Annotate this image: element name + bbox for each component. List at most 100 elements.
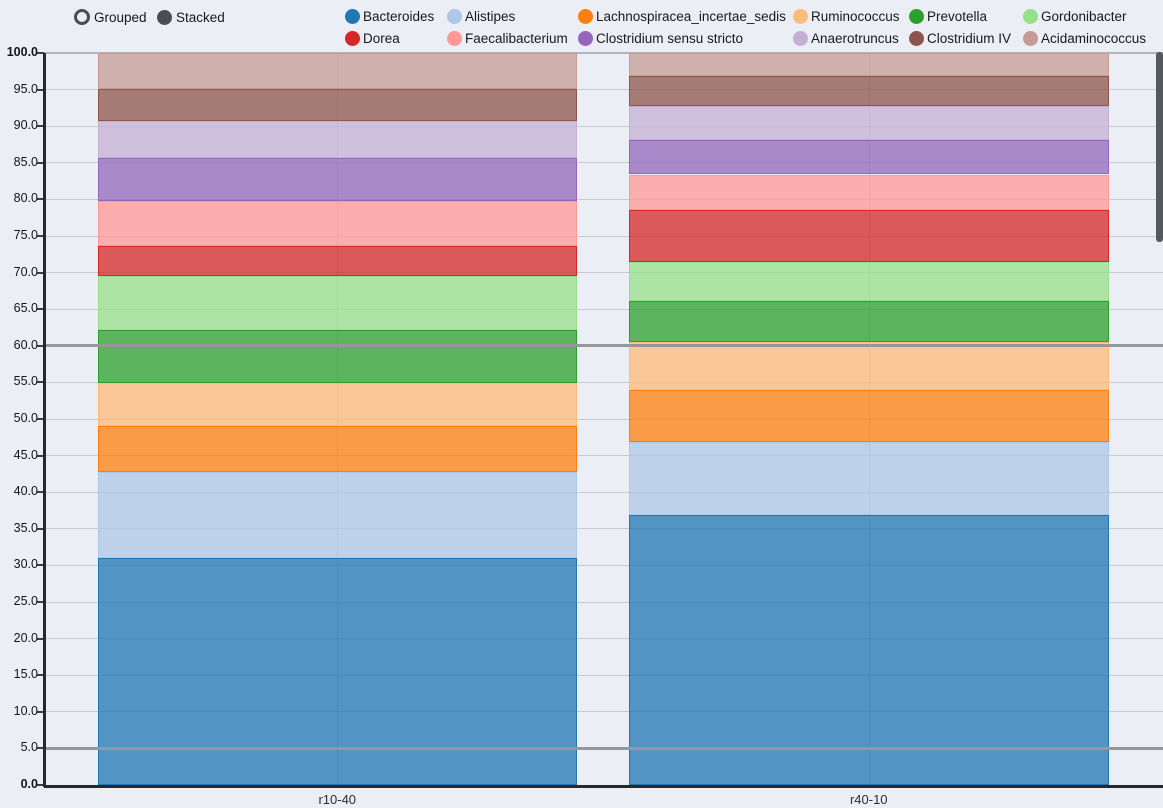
y-tick-mark [37,674,44,677]
y-tick-label: 30.0 [13,557,38,572]
legend-item[interactable]: Clostridium IV [909,30,1011,47]
mode-radio-label: Grouped [94,9,147,25]
legend-item[interactable]: Alistipes [447,8,515,25]
mode-radio-label: Stacked [176,9,225,25]
legend-item[interactable]: Bacteroides [345,8,434,25]
legend-item[interactable]: Faecalibacterium [447,30,568,47]
legend-item-label: Anaerotruncus [811,31,899,46]
legend-swatch-icon [447,31,462,46]
bar-segment [97,330,577,384]
legend-item[interactable]: Dorea [345,30,400,47]
y-tick-mark [37,710,44,713]
y-tick-label: 50.0 [13,411,38,425]
mode-radio-stacked[interactable]: Stacked [157,8,225,26]
scrollbar-thumb[interactable] [1156,52,1163,242]
radio-selected-icon [157,9,172,25]
y-gridline [44,308,1163,310]
y-gridline [44,455,1163,457]
y-tick-label: 45.0 [13,447,38,462]
legend-item-label: Prevotella [927,9,988,24]
y-tick-label: 80.0 [13,191,38,206]
y-gridline [44,52,1163,54]
y-tick-mark [37,198,44,201]
legend-item[interactable]: Lachnospiracea_incertae_sedis [578,8,786,25]
legend-item-label: Faecalibacterium [465,31,568,46]
legend-swatch-icon [1023,31,1038,46]
legend-item[interactable]: Anaerotruncus [793,30,899,47]
reference-line [44,344,1163,348]
bar-segment [629,390,1109,443]
y-tick-mark [37,235,44,237]
y-tick-mark [37,747,44,750]
y-tick-label: 60.0 [13,337,38,352]
y-tick-label: 70.0 [13,264,38,279]
y-axis-line [43,53,46,787]
y-tick-mark [37,161,44,164]
legend-item-label: Gordonibacter [1041,9,1127,24]
y-tick-mark [37,784,44,786]
bar-segment [97,558,577,785]
y-tick-mark [37,88,44,91]
y-tick-mark [37,308,44,311]
bar-segment [97,383,577,427]
bar-segment [629,105,1109,141]
bar-segment [97,88,577,122]
y-gridline [44,198,1163,200]
legend-item-label: Clostridium sensu stricto [596,31,744,46]
y-gridline [44,125,1163,127]
bar-segment [629,140,1109,175]
y-gridline [44,564,1163,566]
bar-segment [97,121,577,158]
bar-segment [629,261,1109,302]
bar-segment [629,301,1109,343]
legend-swatch-icon [1023,9,1038,24]
y-tick-label: 85.0 [13,154,38,169]
y-tick-label: 20.0 [13,630,38,645]
y-tick-mark [37,601,44,603]
legend-swatch-icon [447,9,462,24]
legend-item-label: Acidaminococcus [1041,31,1147,46]
y-tick-mark [37,125,44,128]
legend-item[interactable]: Gordonibacter [1023,8,1127,25]
legend-item-label: Lachnospiracea_incertae_sedis [596,9,786,24]
legend-item-label: Alistipes [465,9,516,24]
y-gridline [44,272,1163,274]
legend-swatch-icon [793,9,808,24]
legend-item[interactable]: Ruminococcus [793,8,900,25]
legend-swatch-icon [793,31,808,46]
y-tick-mark [37,52,44,54]
radio-unselected-icon [74,9,90,25]
y-tick-mark [37,418,44,420]
bar-segment [97,276,577,331]
legend-item-label: Bacteroides [363,9,435,24]
y-tick-mark [37,564,44,567]
bar-segment [97,157,577,201]
bar-segment [97,471,577,559]
y-gridline [44,674,1163,676]
legend-item-label: Clostridium IV [927,31,1012,46]
bar-segment [629,75,1109,106]
y-tick-label: 25.0 [13,594,38,608]
legend-swatch-icon [578,31,593,46]
y-tick-label: 15.0 [13,667,38,682]
legend-swatch-icon [578,9,593,24]
legend-item[interactable]: Acidaminococcus [1023,30,1146,47]
legend-item[interactable]: Clostridium sensu stricto [578,30,743,47]
bar-segment [629,514,1109,785]
y-tick-mark [37,637,44,640]
y-gridline [44,638,1163,640]
legend-item-label: Ruminococcus [811,9,900,24]
legend-item[interactable]: Prevotella [909,8,987,25]
x-axis-line [44,784,1163,788]
mode-radio-grouped[interactable]: Grouped [74,8,147,26]
bar-segment [97,53,577,89]
legend-swatch-icon [345,31,360,46]
y-tick-label: 5.0 [20,740,38,755]
y-tick-mark [37,491,44,494]
y-gridline [44,418,1163,420]
bar-segment [629,210,1109,262]
bar-segment [629,442,1109,515]
y-tick-label: 40.0 [13,484,38,499]
y-tick-label: 0.0 [20,777,38,791]
